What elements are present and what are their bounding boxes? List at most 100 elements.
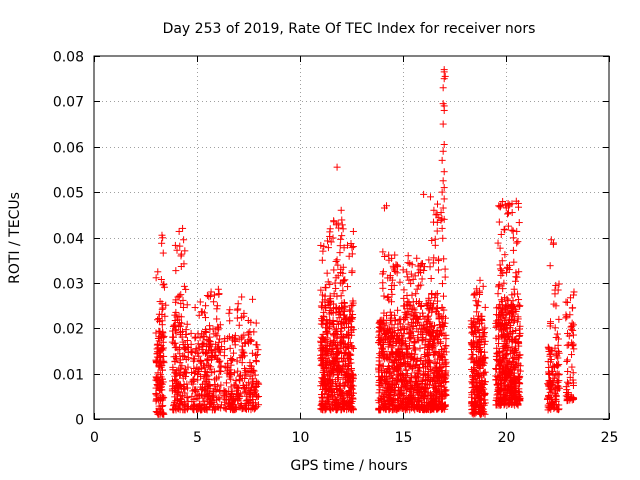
- data-point: [379, 248, 387, 256]
- data-point: [481, 324, 489, 332]
- data-point: [199, 333, 207, 341]
- data-point: [248, 401, 256, 409]
- data-point: [252, 356, 260, 364]
- data-point: [196, 298, 204, 306]
- data-point: [181, 365, 189, 373]
- data-point: [509, 246, 517, 254]
- data-point: [221, 404, 229, 412]
- data-point: [319, 374, 327, 382]
- data-point: [225, 333, 233, 341]
- data-point: [162, 301, 170, 309]
- data-point: [234, 300, 242, 308]
- data-point: [440, 292, 448, 300]
- data-point: [231, 341, 239, 349]
- data-point: [175, 292, 183, 300]
- data-point: [555, 315, 563, 323]
- data-point: [203, 405, 211, 413]
- data-point: [339, 287, 347, 295]
- data-point: [155, 362, 163, 370]
- data-point: [318, 256, 326, 264]
- data-point: [508, 209, 516, 217]
- data-point: [194, 391, 202, 399]
- data-point: [319, 298, 327, 306]
- data-point: [193, 363, 201, 371]
- data-point: [479, 282, 487, 290]
- data-point: [231, 332, 239, 340]
- data-point: [439, 177, 447, 185]
- data-point: [327, 404, 335, 412]
- data-point: [181, 385, 189, 393]
- data-point: [188, 348, 196, 356]
- data-point: [189, 376, 197, 384]
- data-point: [339, 269, 347, 277]
- data-point: [326, 292, 334, 300]
- data-point: [156, 298, 164, 306]
- data-point: [510, 258, 518, 266]
- data-point: [431, 241, 439, 249]
- data-point: [379, 279, 387, 287]
- data-point: [249, 295, 257, 303]
- data-point: [176, 370, 184, 378]
- data-point: [343, 315, 351, 323]
- data-point: [229, 406, 237, 414]
- data-point: [348, 269, 356, 277]
- data-point: [440, 255, 448, 263]
- data-point: [346, 351, 354, 359]
- data-point: [317, 355, 325, 363]
- data-point: [252, 390, 260, 398]
- data-point: [180, 282, 188, 290]
- data-point: [327, 346, 335, 354]
- data-point: [188, 369, 196, 377]
- data-point: [168, 385, 176, 393]
- data-point: [191, 334, 199, 342]
- x-tick-label: 5: [193, 430, 202, 446]
- data-point: [182, 369, 190, 377]
- data-point: [238, 293, 246, 301]
- data-point: [203, 360, 211, 368]
- data-point: [196, 406, 204, 414]
- data-point: [327, 298, 335, 306]
- data-point: [215, 373, 223, 381]
- data-point: [246, 336, 254, 344]
- data-point: [208, 351, 216, 359]
- data-point: [215, 324, 223, 332]
- x-tick-label: 15: [395, 430, 413, 446]
- data-point: [160, 280, 168, 288]
- data-point: [246, 362, 254, 370]
- data-point: [341, 299, 349, 307]
- x-tick-label: 0: [90, 430, 99, 446]
- data-point: [153, 377, 161, 385]
- data-point: [190, 375, 198, 383]
- data-point: [323, 269, 331, 277]
- data-point: [228, 400, 236, 408]
- x-axis-label: GPS time / hours: [290, 458, 407, 474]
- data-point: [175, 319, 183, 327]
- data-point: [323, 328, 331, 336]
- data-point: [159, 328, 167, 336]
- data-point: [337, 206, 345, 214]
- data-point: [159, 249, 167, 257]
- data-point: [215, 338, 223, 346]
- data-point: [320, 242, 328, 250]
- data-point: [318, 391, 326, 399]
- data-point: [170, 400, 178, 408]
- data-point: [210, 291, 218, 299]
- data-point: [242, 404, 250, 412]
- data-point: [333, 349, 341, 357]
- data-point: [468, 351, 476, 359]
- data-point: [198, 402, 206, 410]
- data-point: [323, 320, 331, 328]
- data-point: [224, 359, 232, 367]
- data-point: [198, 343, 206, 351]
- data-point: [349, 227, 357, 235]
- data-point: [202, 314, 210, 322]
- data-point: [178, 398, 186, 406]
- data-point: [153, 316, 161, 324]
- x-tick-label: 20: [498, 430, 516, 446]
- data-point: [252, 392, 260, 400]
- data-point: [333, 325, 341, 333]
- data-point: [242, 400, 250, 408]
- data-point: [504, 222, 512, 230]
- data-point: [513, 239, 521, 247]
